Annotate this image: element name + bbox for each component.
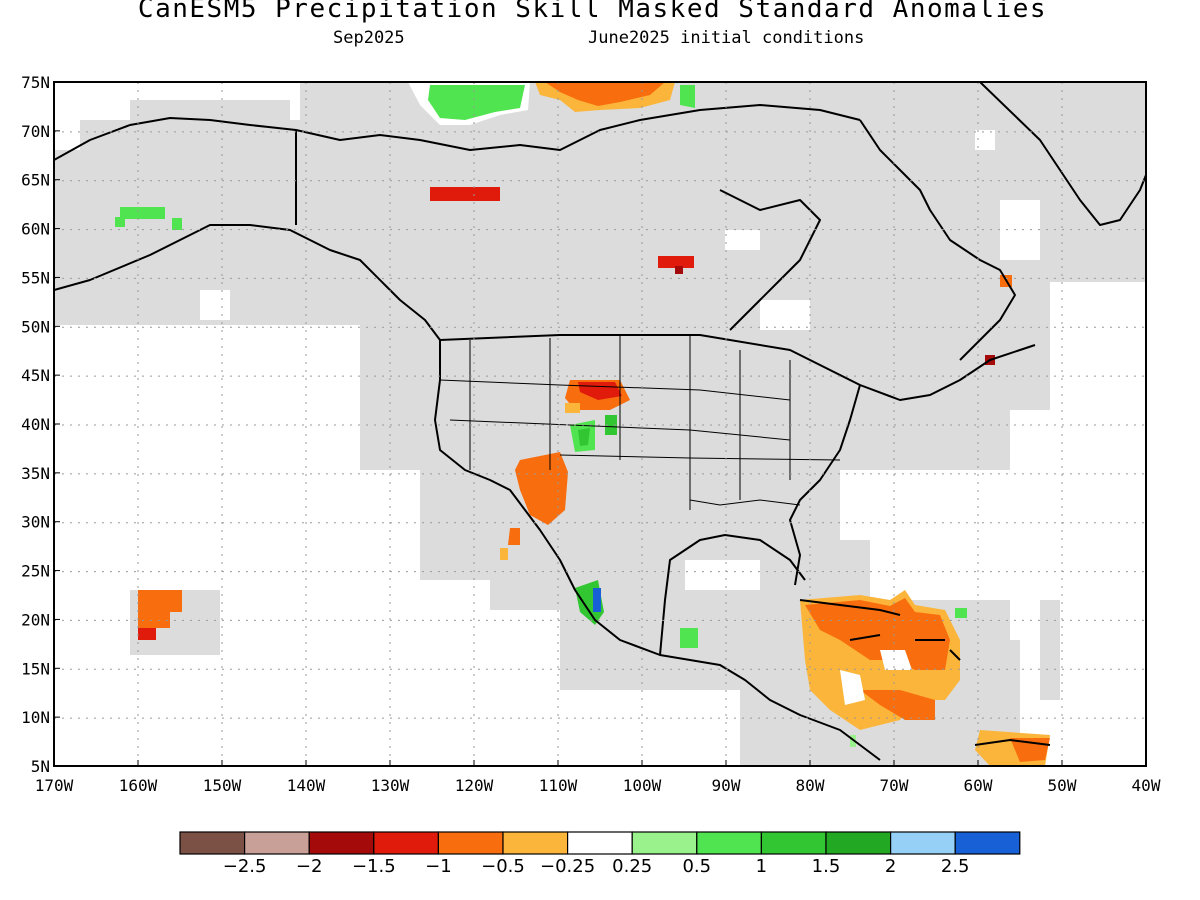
colorbar-swatch [502,831,569,855]
initial-conditions: June2025 initial conditions [588,28,865,48]
lon-label: 120W [455,776,494,795]
lat-label: 65N [21,171,50,190]
lon-label: 160W [119,776,158,795]
lat-label: 30N [21,513,50,532]
colorbar-swatch [760,831,827,855]
map-title: CanESM5 Precipitation Skill Masked Stand… [137,0,1048,24]
colorbar-label: −2 [296,856,323,877]
latitude-labels: 75N 70N 65N 60N 55N 50N 45N 40N 35N 30N 25N 20N 15N 1… [21,73,60,776]
lat-label: 10N [21,708,50,727]
lon-label: 110W [539,776,578,795]
colorbar-swatch [631,831,698,855]
lat-label: 45N [21,366,50,385]
lat-label: 35N [21,464,50,483]
coastlines [54,82,1146,761]
state-borders [439,335,841,510]
lat-label: 75N [21,73,50,92]
colorbar-label: 1.5 [812,856,841,877]
colorbar-swatch [437,831,504,855]
lon-label: 60W [964,776,993,795]
lat-label: 20N [21,610,50,629]
colorbar-swatch [889,831,956,855]
lat-label: 50N [21,317,50,336]
colorbar-swatch [825,831,892,855]
lon-label: 150W [203,776,242,795]
lon-label: 140W [287,776,326,795]
lon-label: 70W [880,776,909,795]
colorbar-label: −1 [425,856,452,877]
lon-label: 100W [623,776,662,795]
colorbar-label: 1 [756,856,767,877]
colorbar-label: 0.25 [612,856,652,877]
lat-label: 60N [21,220,50,239]
colorbar-label: 2.5 [941,856,970,877]
colorbar-label: 0.5 [682,856,711,877]
colorbar: −2.5 −2 −1.5 −1 −0.5 −0.25 0.25 0.5 1 1.5 2 2.5 [179,831,1021,877]
lon-label: 40W [1132,776,1161,795]
colorbar-label: −1.5 [352,856,396,877]
longitude-labels: 170W 160W 150W 140W 130W 120W 110W 100W 90W 80W 70… [35,760,1161,795]
grid [54,82,1146,766]
lat-label: 15N [21,659,50,678]
colorbar-swatch [954,831,1021,855]
colorbar-swatch [566,831,633,855]
lon-label: 50W [1048,776,1077,795]
colorbar-label: −2.5 [223,856,267,877]
skill-mask-region [54,82,1145,766]
anomaly-patches [115,82,1050,766]
forecast-month: Sep2025 [333,28,405,48]
lon-label: 80W [796,776,825,795]
lat-label: 70N [21,122,50,141]
lat-label: 25N [21,562,50,581]
colorbar-label: −0.25 [540,856,595,877]
colorbar-swatch [179,831,246,855]
lon-label: 90W [712,776,741,795]
colorbar-swatch [373,831,439,855]
colorbar-swatch [696,831,762,855]
lat-label: 5N [31,757,50,776]
lon-label: 170W [35,776,74,795]
colorbar-swatch [244,831,310,855]
lon-label: 130W [371,776,410,795]
colorbar-swatch [308,831,375,855]
lat-label: 55N [21,268,50,287]
lat-label: 40N [21,415,50,434]
colorbar-label: 2 [885,856,896,877]
no-skill-areas [200,130,1040,590]
colorbar-label: −0.5 [481,856,525,877]
